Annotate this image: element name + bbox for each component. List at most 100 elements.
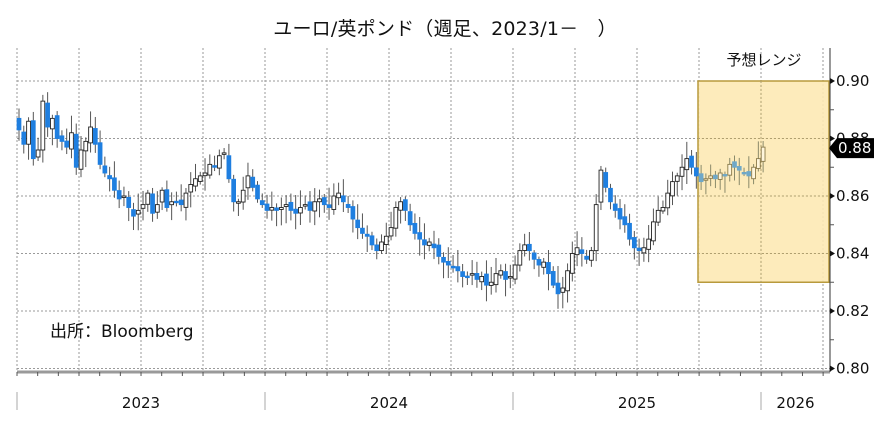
- candle-down: [64, 140, 70, 148]
- candle-down: [341, 195, 346, 203]
- candle-up: [154, 204, 160, 213]
- candle-up: [655, 209, 661, 223]
- y-axis-ticks: 0.80 0.82 0.84 0.86 0.88 0.90: [830, 72, 869, 378]
- candle-down: [693, 167, 699, 177]
- candle-up: [651, 221, 656, 242]
- candle-up: [207, 163, 213, 176]
- candle-down: [441, 256, 446, 263]
- candle-up: [507, 276, 513, 279]
- candle-down: [612, 203, 618, 211]
- candle-down: [636, 247, 642, 252]
- candle-up: [188, 184, 194, 193]
- candle-down: [355, 219, 361, 229]
- candle-up: [240, 189, 246, 203]
- candle-up: [593, 204, 599, 252]
- y-tick-label: 0.86: [836, 187, 869, 205]
- candle-down: [131, 209, 136, 217]
- candle-down: [116, 190, 122, 200]
- y-tick-label: 0.84: [836, 245, 869, 263]
- candle-down: [178, 199, 184, 206]
- candle-down: [259, 200, 265, 206]
- chart-title: ユーロ/英ポンド（週足、2023/1－ ）: [273, 18, 617, 40]
- candle-down: [54, 115, 60, 139]
- candle-down: [45, 102, 50, 128]
- y-tick-arrow: [830, 308, 835, 314]
- candle-down: [450, 265, 456, 269]
- candle-down: [231, 178, 236, 203]
- candle-up: [670, 181, 675, 197]
- candle-up: [679, 166, 685, 177]
- y-tick-arrow: [830, 78, 835, 84]
- candle-up: [159, 189, 165, 203]
- candle-down: [107, 175, 112, 180]
- candle-up: [727, 163, 733, 176]
- candle-up: [336, 192, 341, 199]
- candle-down: [212, 165, 217, 168]
- candle-up: [398, 201, 403, 211]
- candle-down: [455, 266, 461, 272]
- candle-down: [403, 199, 408, 211]
- candle-up: [560, 287, 566, 293]
- candle-up: [331, 195, 337, 210]
- candle-down: [307, 201, 313, 211]
- candle-down: [555, 282, 561, 295]
- candle-down: [484, 273, 489, 286]
- candle-down: [174, 200, 179, 204]
- last-price-badge: 0.88: [829, 138, 874, 159]
- candle-down: [698, 173, 704, 183]
- x-year-label: 2023: [122, 394, 160, 412]
- grid-lines: [16, 48, 830, 372]
- candle-down: [689, 155, 694, 168]
- candle-down: [741, 172, 747, 175]
- candle-down: [326, 204, 332, 208]
- candle-down: [293, 208, 299, 214]
- candle-down: [164, 189, 170, 208]
- candle-down: [422, 239, 427, 246]
- y-tick-label: 0.90: [836, 72, 869, 90]
- candle-down: [445, 260, 451, 266]
- candle-down: [264, 203, 270, 211]
- candle-up: [393, 207, 399, 229]
- candle-down: [112, 177, 117, 191]
- candle-up: [140, 204, 146, 209]
- candle-down: [531, 252, 537, 260]
- x-year-label: 2025: [618, 394, 656, 412]
- candle-down: [226, 155, 232, 180]
- candle-up: [302, 204, 308, 207]
- candle-up: [426, 241, 432, 246]
- candle-up: [598, 169, 604, 203]
- candle-up: [216, 155, 222, 169]
- candle-up: [35, 149, 41, 158]
- candle-up: [202, 172, 208, 177]
- x-year-label: 2024: [370, 394, 408, 412]
- candle-up: [169, 201, 174, 206]
- candle-down: [608, 187, 613, 203]
- y-tick-label: 0.80: [836, 360, 869, 378]
- candle-up: [183, 192, 189, 208]
- candle-up: [665, 192, 671, 209]
- candle-down: [465, 275, 470, 279]
- candle-down: [546, 262, 551, 275]
- candle-down: [417, 232, 423, 240]
- candle-down: [360, 227, 365, 234]
- candle-down: [713, 174, 718, 180]
- forecast-range-rect: [697, 80, 830, 283]
- forecast-range-box: [697, 80, 830, 283]
- candle-up: [469, 273, 475, 276]
- candle-down: [364, 233, 370, 237]
- candle-up: [589, 250, 594, 261]
- candle-down: [288, 201, 294, 211]
- candle-down: [474, 273, 480, 280]
- candle-up: [121, 195, 127, 198]
- candle-down: [30, 120, 36, 160]
- candle-down: [126, 196, 132, 208]
- y-tick-arrow: [830, 365, 835, 372]
- candle-up: [279, 207, 284, 210]
- candle-down: [73, 133, 79, 168]
- candle-down: [345, 203, 351, 208]
- candle-up: [660, 207, 666, 212]
- candle-down: [59, 135, 65, 142]
- candle-down: [584, 255, 589, 260]
- candle-up: [717, 172, 723, 180]
- candle-down: [350, 206, 356, 220]
